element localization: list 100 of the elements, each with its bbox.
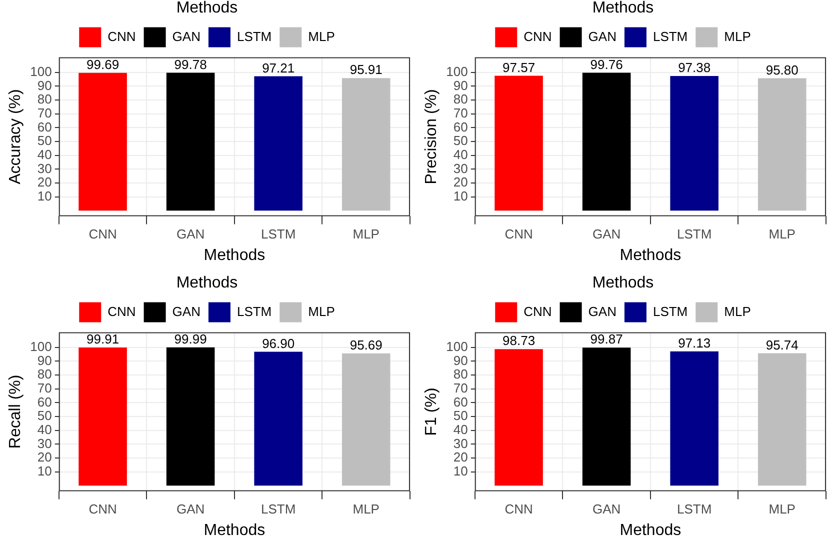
x-tick-label: MLP	[768, 502, 796, 517]
x-axis-title: Methods	[620, 522, 682, 539]
y-tick-label: 70	[453, 380, 468, 396]
x-tick-label: LSTM	[677, 226, 712, 242]
data-label: 99.87	[590, 332, 623, 347]
y-tick-label: 100	[30, 64, 52, 79]
y-tick-label: 70	[37, 105, 52, 120]
y-tick-label: 20	[37, 174, 52, 190]
y-tick-label: 60	[453, 119, 468, 134]
data-label: 99.91	[86, 332, 120, 347]
y-tick-label: 60	[37, 394, 52, 410]
y-tick-label: 90	[453, 78, 468, 93]
data-label: 99.76	[590, 56, 623, 72]
x-tick-label: MLP	[352, 502, 380, 517]
legend-label: GAN	[172, 28, 200, 44]
y-tick-label: 30	[453, 436, 468, 451]
x-axis-title: Methods	[204, 522, 266, 539]
x-tick-label: GAN	[592, 502, 621, 517]
y-tick-label: 90	[37, 352, 52, 368]
y-tick-label: 10	[453, 188, 468, 204]
legend-label: LSTM	[236, 28, 272, 44]
legend-label: CNN	[524, 28, 552, 44]
legend-label: LSTM	[236, 304, 272, 319]
y-tick-label: 70	[453, 105, 468, 120]
x-tick-label: LSTM	[261, 226, 296, 242]
x-tick-label: GAN	[176, 502, 205, 517]
y-tick-label: 50	[37, 133, 52, 148]
x-axis-title: Methods	[204, 246, 266, 264]
x-tick-label: LSTM	[677, 502, 712, 517]
y-tick-label: 20	[453, 450, 468, 465]
x-tick-label: CNN	[88, 226, 117, 242]
legend-title: Methods	[176, 0, 238, 16]
y-tick-label: 100	[30, 338, 52, 354]
legend-title: Methods	[592, 0, 654, 16]
legend-label: GAN	[588, 304, 616, 319]
y-tick-label: 80	[453, 366, 468, 382]
x-axis-title: Methods	[620, 246, 682, 264]
legend-title: Methods	[176, 274, 238, 292]
data-label: 97.38	[678, 60, 711, 76]
y-tick-label: 30	[37, 436, 52, 451]
legend-title: Methods	[592, 274, 654, 292]
data-label: 95.69	[350, 337, 382, 352]
y-tick-label: 30	[453, 160, 468, 176]
x-tick-label: MLP	[352, 226, 380, 242]
y-tick-label: 100	[446, 338, 468, 354]
data-label: 95.80	[766, 62, 798, 78]
y-tick-label: 30	[37, 160, 52, 176]
y-tick-label: 60	[37, 119, 52, 134]
y-tick-label: 80	[453, 92, 468, 107]
y-tick-label: 50	[453, 133, 468, 148]
y-tick-label: 60	[453, 394, 468, 410]
data-label: 95.74	[766, 337, 798, 352]
legend-label: MLP	[724, 28, 751, 44]
data-label: 97.21	[262, 60, 295, 76]
data-label: 97.57	[502, 60, 536, 75]
legend-label: CNN	[524, 304, 552, 319]
y-tick-label: 10	[453, 463, 468, 478]
legend-label: LSTM	[652, 304, 688, 319]
x-tick-label: CNN	[88, 502, 117, 517]
y-tick-label: 10	[37, 188, 52, 204]
data-label: 96.90	[262, 336, 295, 351]
y-tick-label: 50	[453, 408, 468, 424]
y-tick-label: 40	[37, 146, 52, 162]
legend-label: CNN	[108, 304, 136, 319]
legend-label: MLP	[724, 304, 751, 319]
y-axis-title: Accuracy (%)	[7, 89, 24, 184]
y-tick-label: 40	[453, 146, 468, 162]
y-tick-label: 50	[37, 408, 52, 424]
y-tick-label: 20	[37, 450, 52, 465]
data-label: 99.69	[86, 56, 120, 72]
data-label: 95.91	[350, 62, 382, 78]
y-tick-label: 40	[453, 422, 468, 437]
legend-label: MLP	[308, 304, 335, 319]
legend-label: GAN	[588, 28, 616, 44]
data-label: 98.73	[502, 333, 536, 348]
data-label: 97.13	[678, 335, 711, 350]
y-tick-label: 80	[37, 366, 52, 382]
y-tick-label: 40	[37, 422, 52, 437]
x-tick-label: CNN	[504, 226, 533, 242]
y-tick-label: 80	[37, 92, 52, 107]
legend-label: GAN	[172, 304, 200, 319]
legend-label: CNN	[108, 28, 136, 44]
y-tick-label: 10	[37, 463, 52, 478]
y-axis-title: Recall (%)	[7, 374, 24, 449]
data-label: 99.78	[174, 56, 207, 72]
y-tick-label: 20	[453, 174, 468, 190]
legend-label: LSTM	[652, 28, 688, 44]
x-tick-label: CNN	[504, 502, 533, 517]
data-label: 99.99	[174, 332, 207, 346]
y-tick-label: 90	[37, 78, 52, 93]
x-tick-label: MLP	[768, 226, 796, 242]
x-tick-label: GAN	[592, 226, 621, 242]
y-axis-title: F1 (%)	[423, 388, 440, 436]
legend-label: MLP	[308, 28, 335, 44]
x-tick-label: GAN	[176, 226, 205, 242]
y-axis-title: Precision (%)	[423, 89, 440, 184]
y-tick-label: 70	[37, 380, 52, 396]
x-tick-label: LSTM	[261, 502, 296, 517]
y-tick-label: 90	[453, 352, 468, 368]
y-tick-label: 100	[446, 64, 468, 79]
